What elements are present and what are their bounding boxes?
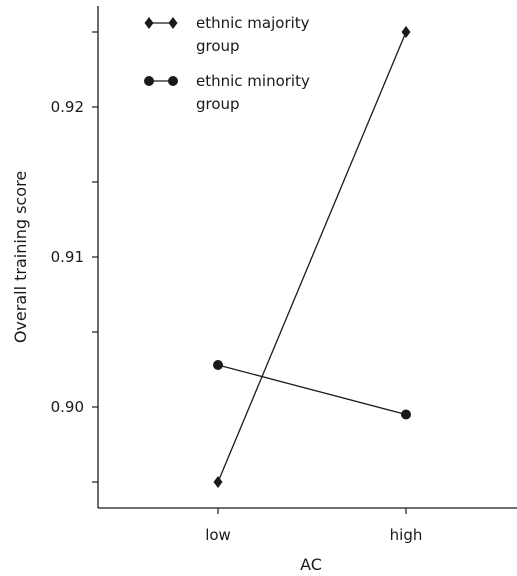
legend-label-line: group: [196, 37, 240, 55]
series-2: [213, 360, 411, 420]
legend-label: ethnic majority group: [196, 14, 310, 55]
legend-item-1: ethnic majority group: [144, 14, 310, 55]
y-axis-ticks: 0.90 0.91 0.92: [51, 31, 98, 483]
series-1: [213, 26, 411, 488]
x-tick-label: low: [205, 526, 231, 544]
x-tick-label: high: [390, 526, 423, 544]
y-tick-label: 0.90: [51, 398, 84, 416]
series-line: [217, 31, 407, 483]
circle-icon: [168, 76, 178, 86]
series-layer: [213, 26, 411, 488]
legend-label-line: ethnic majority: [196, 14, 310, 32]
diamond-point: [401, 26, 411, 38]
diamond-icon: [144, 17, 154, 29]
legend-label: ethnic minority group: [196, 72, 310, 113]
y-tick-label: 0.92: [51, 98, 84, 116]
x-axis-ticks: low high: [205, 508, 422, 544]
series-line: [217, 364, 407, 416]
legend-item-2: ethnic minority group: [144, 72, 310, 113]
circle-icon: [144, 76, 154, 86]
legend-label-line: group: [196, 95, 240, 113]
legend-label-line: ethnic minority: [196, 72, 310, 90]
chart-legend: ethnic majority group ethnic minority group: [144, 14, 310, 113]
x-axis-title: AC: [300, 555, 322, 574]
y-tick-label: 0.91: [51, 248, 84, 266]
diamond-icon: [168, 17, 178, 29]
circle-point: [401, 409, 411, 420]
y-axis-title: Overall training score: [11, 171, 30, 343]
diamond-point: [213, 476, 223, 488]
circle-point: [213, 360, 223, 370]
